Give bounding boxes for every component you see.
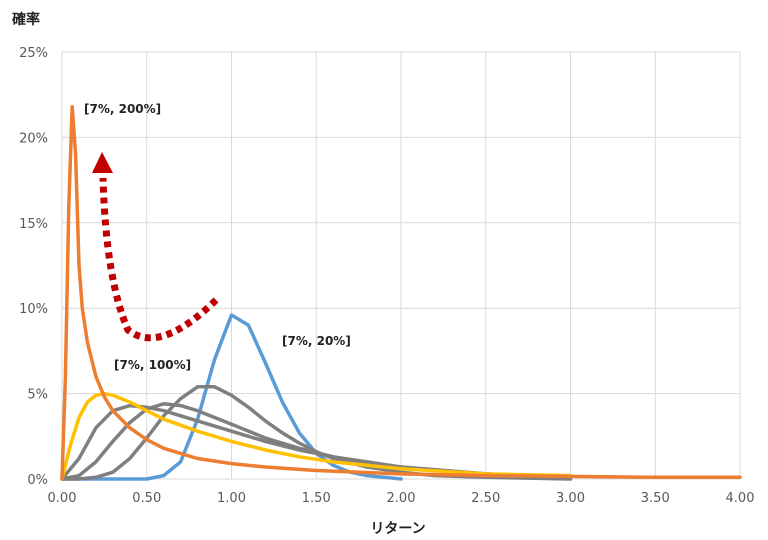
line-gray-3 [60, 403, 573, 481]
arrow-head-icon [92, 152, 113, 173]
x-tick-label: 3.50 [641, 491, 670, 506]
gridlines [61, 51, 741, 480]
x-axis-ticks: 0.00 0.50 1.00 1.50 2.00 2.50 3.00 3.50 4.00 [48, 491, 755, 506]
line-7-200 [60, 104, 742, 481]
x-tick-label: 2.00 [387, 491, 416, 506]
x-tick-label: 3.00 [556, 491, 585, 506]
x-tick-label: 4.00 [726, 491, 755, 506]
y-tick-label: 0% [27, 473, 48, 488]
trend-arrow [92, 152, 219, 342]
plot-lines [60, 104, 742, 481]
x-tick-label: 1.00 [217, 491, 246, 506]
y-tick-label: 10% [19, 302, 48, 317]
annotation-100: [7%, 100%] [114, 358, 191, 372]
line-7-100 [60, 391, 573, 481]
x-tick-label: 0.00 [48, 491, 77, 506]
annotation-200: [7%, 200%] [84, 102, 161, 116]
arrow-dotted-path [99, 177, 219, 342]
y-tick-label: 25% [19, 46, 48, 61]
line-gray-1 [60, 385, 573, 481]
y-tick-label: 15% [19, 217, 48, 232]
y-axis-title: 確率 [12, 11, 40, 28]
y-axis-ticks: 0% 5% 10% 15% 20% 25% [19, 46, 48, 488]
x-tick-label: 0.50 [132, 491, 161, 506]
y-tick-label: 20% [19, 131, 48, 146]
annotation-20: [7%, 20%] [282, 334, 351, 348]
x-axis-title: リターン [370, 521, 425, 537]
x-tick-label: 1.50 [302, 491, 331, 506]
y-tick-label: 5% [27, 388, 48, 403]
x-tick-label: 2.50 [471, 491, 500, 506]
